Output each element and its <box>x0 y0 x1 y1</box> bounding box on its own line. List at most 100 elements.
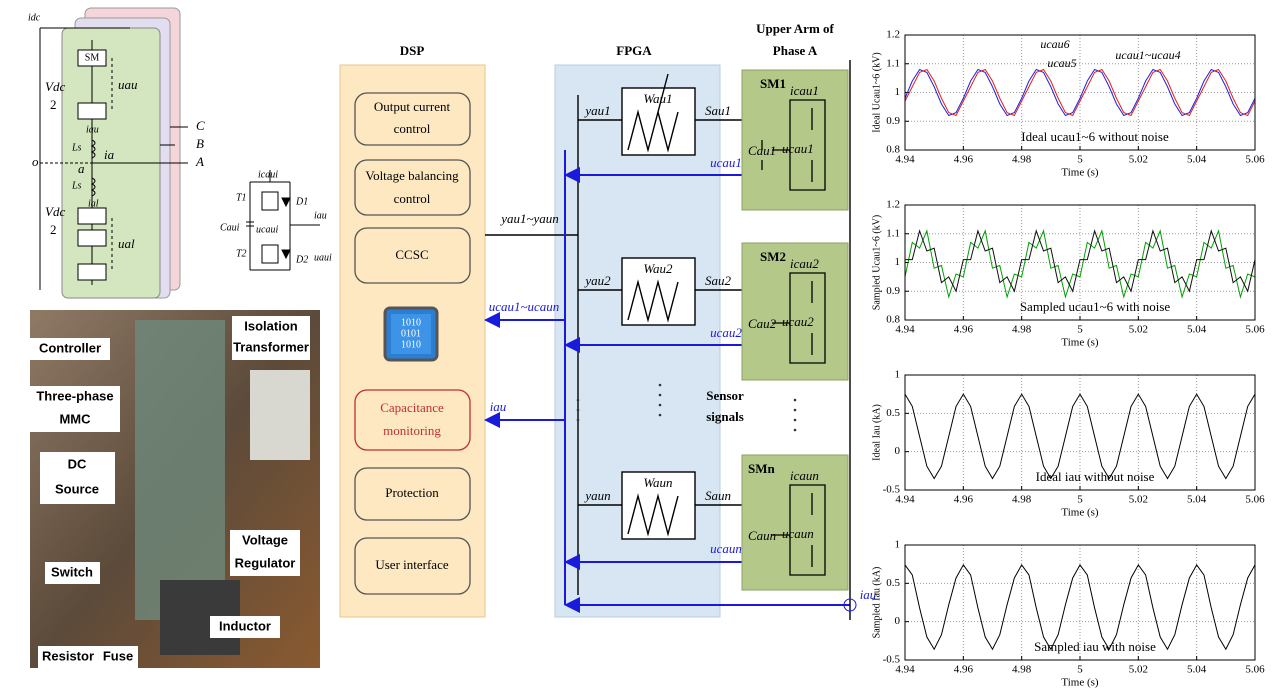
signal-label: Wau1 <box>643 91 672 106</box>
label: uau <box>118 77 138 92</box>
photo-label: Fuse <box>103 648 133 663</box>
y-tick-label: 0 <box>895 445 901 457</box>
x-tick-label: 5 <box>1077 154 1083 166</box>
y-tick-label: 1 <box>895 86 901 98</box>
x-tick-label: 4.98 <box>1012 324 1032 336</box>
x-tick-label: 5.06 <box>1245 664 1265 676</box>
block-label: Protection <box>385 485 439 500</box>
photo-label: Transformer <box>233 339 309 354</box>
label: C <box>196 118 205 133</box>
signal-label: Saun <box>705 488 731 503</box>
mmc-circuit: idc Vdc 2 o SM uau iau Ls a ia Ls ial ua… <box>28 8 205 298</box>
photo-label: Inductor <box>219 618 271 633</box>
x-tick-label: 5.06 <box>1245 494 1265 506</box>
block-label: Output current <box>374 99 451 114</box>
chip-text: 0101 <box>401 328 421 339</box>
figure: idc Vdc 2 o SM uau iau Ls a ia Ls ial ua… <box>0 0 1279 689</box>
dsp: DSP 1010 0101 1010 Output current contro… <box>340 43 485 617</box>
y-tick-label: 0.5 <box>886 407 900 419</box>
label: Ls <box>71 142 82 153</box>
x-axis-label: Time (s) <box>1061 507 1099 519</box>
signal-label: Sau2 <box>705 273 732 288</box>
block-label: User interface <box>375 557 448 572</box>
module-label: icau1 <box>790 83 819 98</box>
label: A <box>195 154 204 169</box>
x-tick-label: 4.96 <box>954 154 974 166</box>
y-tick-label: 1.1 <box>886 57 900 69</box>
x-tick-label: 5.02 <box>1129 664 1148 676</box>
label: B <box>196 136 204 151</box>
module-name: SM1 <box>760 76 786 91</box>
label: Ls <box>71 180 82 191</box>
x-axis-label: Time (s) <box>1061 167 1099 179</box>
photo-label: Voltage <box>242 532 288 547</box>
block-label: control <box>394 121 431 136</box>
label: idc <box>28 12 41 23</box>
photo-label: Isolation <box>244 318 298 333</box>
x-axis-label: Time (s) <box>1061 337 1099 349</box>
signal-label: ucaun <box>710 541 742 556</box>
module-label: icaun <box>790 468 819 483</box>
y-tick-label: 0.8 <box>886 314 900 326</box>
module-label: Caun <box>748 528 776 543</box>
submodule-circuit <box>246 170 320 270</box>
signal-label: yau1~yaun <box>499 211 559 226</box>
x-tick-label: 5 <box>1077 664 1083 676</box>
dsp-title: DSP <box>400 43 425 58</box>
annotation: Sampled ucau1~6 with noise <box>1020 299 1171 314</box>
signal-label: Sau1 <box>705 103 731 118</box>
x-tick-label: 5.04 <box>1187 154 1207 166</box>
photo-label: Source <box>55 481 99 496</box>
signal-label: Wau2 <box>643 261 673 276</box>
signal-label: iau <box>490 399 507 414</box>
x-tick-label: 5.06 <box>1245 324 1265 336</box>
label: iau <box>314 210 327 221</box>
label: o <box>32 154 39 169</box>
x-tick-label: 4.98 <box>1012 494 1032 506</box>
label: Caui <box>220 222 240 233</box>
photo-label: Regulator <box>235 555 296 570</box>
label: D1 <box>295 196 308 207</box>
y-tick-label: 1 <box>895 539 901 551</box>
x-tick-label: 5.04 <box>1187 664 1207 676</box>
curve-label: ucau5 <box>1047 56 1076 70</box>
y-tick-label: 0.9 <box>886 285 900 297</box>
upper-arm-title: Upper Arm of <box>756 21 834 36</box>
label: T1 <box>236 192 247 203</box>
x-tick-label: 4.96 <box>954 324 974 336</box>
label: ual <box>118 236 135 251</box>
module-label: icau2 <box>790 256 819 271</box>
y-axis-label: Sampled Ucau1~6 (kV) <box>871 215 882 310</box>
label: a <box>78 161 85 176</box>
label: ia <box>104 147 115 162</box>
curve-label: ucau6 <box>1040 37 1069 51</box>
submodule-labels: icaui T1 D1 Caui ucaui iau T2 D2 uaui <box>220 169 332 265</box>
annotation: Sampled iau with noise <box>1034 639 1156 654</box>
label: Vdc <box>45 204 65 219</box>
fpga-title: FPGA <box>616 43 652 58</box>
y-tick-label: 1.2 <box>886 199 900 211</box>
y-tick-label: -0.5 <box>883 654 901 666</box>
label: D2 <box>295 254 308 265</box>
photo-label: Controller <box>39 340 101 355</box>
photo-label: Resistor <box>42 648 94 663</box>
x-tick-label: 5.04 <box>1187 494 1207 506</box>
module-label: ucau2 <box>782 314 814 329</box>
module-label: Cau2 <box>748 316 777 331</box>
y-axis-label: Ideal Iau (kA) <box>871 404 882 461</box>
label: ucaui <box>256 224 278 235</box>
signal-label: Sensor <box>706 388 744 403</box>
y-tick-label: 1.1 <box>886 227 900 239</box>
y-axis-label: Sampled Iau (kA) <box>871 567 882 639</box>
signal-label: ucau2 <box>710 325 742 340</box>
x-tick-label: 4.98 <box>1012 154 1032 166</box>
upper-arm: Upper Arm of Phase A SM1 icau1 Cau1 ucau… <box>742 21 856 620</box>
module-name: SMn <box>748 461 776 476</box>
y-tick-label: 1 <box>895 256 901 268</box>
label: 2 <box>50 222 57 237</box>
block-label: Voltage balancing <box>365 168 459 183</box>
x-tick-label: 5 <box>1077 494 1083 506</box>
chip-text: 1010 <box>401 317 421 328</box>
x-tick-label: 5.02 <box>1129 324 1148 336</box>
chip-text: 1010 <box>401 339 421 350</box>
